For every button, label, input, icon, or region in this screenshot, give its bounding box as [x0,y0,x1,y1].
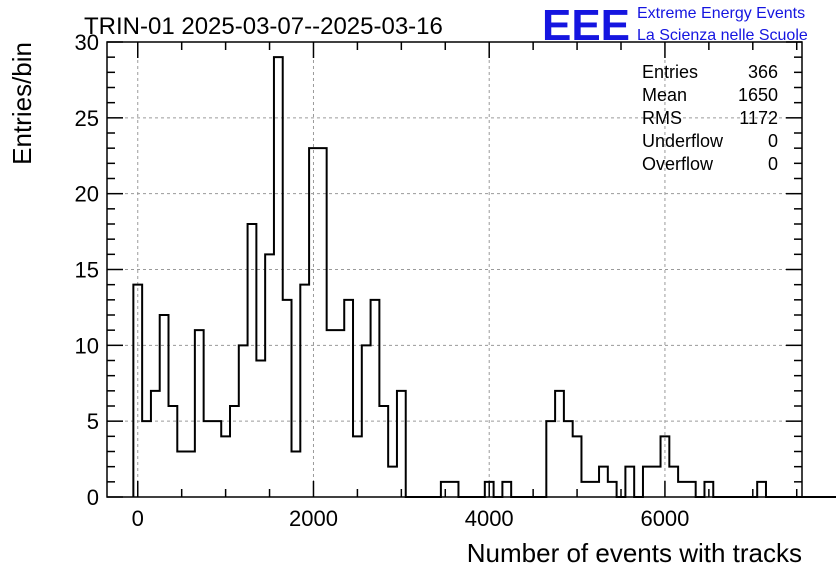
histogram-bin [581,482,590,497]
stats-value: 0 [768,131,778,151]
histogram-bin [204,421,213,497]
histogram-bin [564,421,573,497]
histogram-bin [230,406,239,497]
histogram-bin [625,467,634,497]
y-tick-label: 15 [75,258,99,283]
histogram-bin [590,482,599,497]
histogram-bin [248,224,257,497]
stats-box: Entries 366 Mean 1650 RMS 1172 Underflow 0 Overf… [642,62,778,174]
stats-label: Underflow [642,131,724,151]
y-tick-label: 0 [87,485,99,510]
histogram-bin [599,467,608,497]
histogram-bin [195,330,204,497]
y-tick-labels: 0 5 10 15 20 25 30 [75,30,99,510]
y-axis-title: Entries/bin [7,42,37,165]
histogram-bin [283,300,292,497]
histogram-bin [397,391,406,497]
histogram-bin [160,315,169,497]
histogram-bin [450,482,459,497]
histogram-bin [608,482,617,497]
histogram-bin [292,452,301,498]
histogram-bin [133,285,142,497]
histogram-bin [388,467,397,497]
histogram-bin [256,361,265,498]
histogram-bin [546,421,555,497]
histogram-bin [652,467,661,497]
histogram-bin [221,436,230,497]
histogram-bin [300,285,309,497]
stats-label: Entries [642,62,698,82]
histogram-bin [335,330,344,497]
logo-line-1: Extreme Energy Events [637,5,805,22]
histogram-bin [318,148,327,497]
y-tick-label: 20 [75,182,99,207]
x-tick-label: 6000 [640,506,689,531]
histogram-outline [132,56,836,498]
histogram-bin [669,467,678,497]
stats-value: 1650 [738,85,778,105]
histogram-bin [239,345,248,497]
histogram-bin [151,391,160,497]
histogram-bin [362,345,371,497]
histogram-bin [169,406,178,497]
x-tick-label: 0 [132,506,144,531]
x-tick-label: 2000 [289,506,338,531]
histogram-bin [678,482,687,497]
histogram-bin [142,421,151,497]
eee-logo: EEE Extreme Energy Events La Scienza nel… [542,1,808,50]
histogram-bin [757,482,766,497]
stats-value: 0 [768,154,778,174]
histogram-bin [274,57,283,497]
histogram-bins [133,57,836,497]
histogram-bin [353,436,362,497]
grid-lines [107,42,802,497]
y-tick-label: 25 [75,106,99,131]
x-axis-title: Number of events with tracks [467,538,802,568]
histogram-bin [573,436,582,497]
stats-value: 1172 [739,108,778,128]
histogram-bin [441,482,450,497]
histogram-bin [661,436,670,497]
chart-title: TRIN-01 2025-03-07--2025-03-16 [84,13,443,40]
y-tick-label: 10 [75,333,99,358]
x-tick-label: 4000 [465,506,514,531]
x-tick-labels: 0 2000 4000 6000 [132,506,690,531]
stats-label: Mean [642,85,687,105]
logo-line-2: La Scienza nelle Scuole [637,27,808,44]
histogram-bin [327,330,336,497]
histogram-bin [485,482,494,497]
histogram-bin [555,391,564,497]
stats-label: Overflow [642,154,714,174]
histogram-bin [186,452,195,498]
histogram-bin [177,452,186,498]
stats-value: 366 [748,62,778,82]
histogram-bin [687,482,696,497]
histogram-bin [309,148,318,497]
histogram-bin [643,467,652,497]
histogram-bin [371,300,380,497]
stats-label: RMS [642,108,682,128]
histogram-bin [502,482,511,497]
y-tick-label: 30 [75,30,99,55]
histogram-bin [704,482,713,497]
histogram-bin [265,254,274,497]
y-tick-label: 5 [87,409,99,434]
histogram-bin [212,421,221,497]
histogram-bin [379,406,388,497]
histogram-bin [344,300,353,497]
